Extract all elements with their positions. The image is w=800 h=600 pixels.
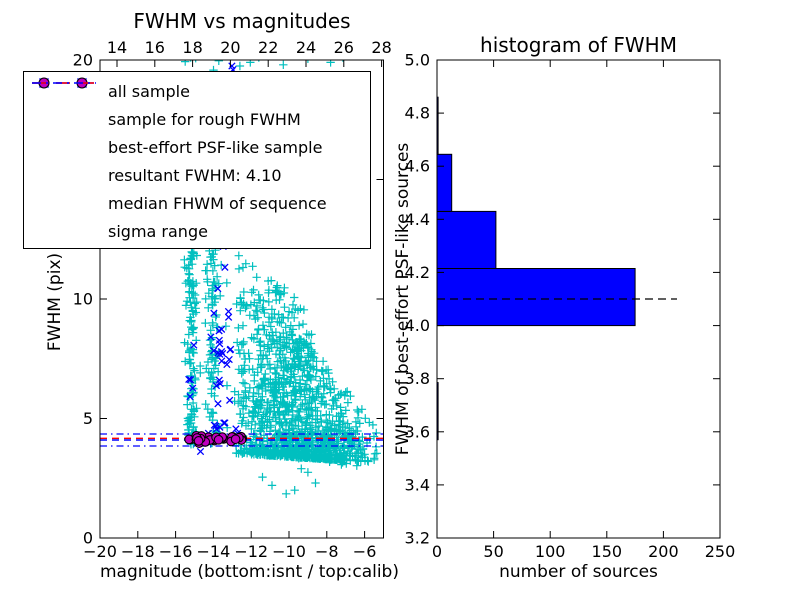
legend: all sample sample for rough FWHM best-ef… xyxy=(23,71,371,249)
x-tick-label: −20 xyxy=(83,542,117,561)
left-plot-xlabel: magnitude (bottom:isnt / top:calib) xyxy=(100,562,399,582)
legend-entry-psf-sample: best-effort PSF-like sample xyxy=(24,77,370,161)
legend-entry-median-fwhm: median FHWM of sequence xyxy=(24,82,370,217)
x-tick-label: 50 xyxy=(483,542,503,561)
right-axes-tick-labels: 0 50 100 150 200 250 3.2 3.4 3.6 3.8 4.0 4.2 4.4 4.6 4… xyxy=(405,51,736,562)
y-tick-label: 3.8 xyxy=(405,369,430,388)
right-plot-title: histogram of FWHM xyxy=(480,33,677,57)
legend-marker-red-dashed xyxy=(24,82,104,214)
histogram-bar xyxy=(436,210,497,269)
right-axes-frame xyxy=(436,59,721,539)
y-tick-label: 4.6 xyxy=(405,157,430,176)
legend-label: median FHWM of sequence xyxy=(108,193,327,213)
legend-marker-cross xyxy=(24,78,104,130)
dashdot-line-glyph xyxy=(32,82,96,84)
right-plot: 0 50 100 150 200 250 3.2 3.4 3.6 3.8 4.0 4.2 4.4 4.6 4… xyxy=(405,51,736,562)
left-plot-ylabel: FWHM (pix) xyxy=(45,252,65,352)
x-top-tick-label: 22 xyxy=(258,38,278,57)
histogram-bars xyxy=(436,96,636,441)
legend-label: best-effort PSF-like sample xyxy=(108,137,323,157)
x-tick-label: −12 xyxy=(234,542,268,561)
best-effort-psf-like-sample-scatter xyxy=(184,430,248,448)
y-tick-label: 0 xyxy=(83,529,93,548)
right-plot-ylabel: FWHM of best-effort PSF-like sources xyxy=(393,142,413,456)
x-tick-label: 250 xyxy=(705,542,736,561)
legend-label: resultant FWHM: 4.10 xyxy=(108,165,282,185)
sample-for-rough-fwhm-scatter xyxy=(185,62,242,456)
x-tick-label: −18 xyxy=(121,542,155,561)
legend-label: sigma range xyxy=(108,221,208,241)
x-top-tick-label: 14 xyxy=(107,38,127,57)
legend-entry-rough-fwhm: sample for rough FWHM xyxy=(24,78,370,133)
legend-marker-dot xyxy=(24,77,104,158)
x-top-tick-label: 28 xyxy=(371,38,391,57)
legend-label: all sample xyxy=(108,81,190,101)
x-tick-label: −10 xyxy=(272,542,306,561)
y-tick-label: 4.8 xyxy=(405,104,430,123)
x-tick-label: 100 xyxy=(535,542,566,561)
x-tick-label: 200 xyxy=(648,542,679,561)
y-tick-label: 4.0 xyxy=(405,316,430,335)
left-plot-data-layer xyxy=(100,60,384,498)
legend-marker-dashdot xyxy=(24,82,104,242)
y-tick-label: 3.4 xyxy=(405,475,430,494)
x-tick-label: −14 xyxy=(197,542,231,561)
y-tick-label: 3.2 xyxy=(405,529,430,548)
left-plot-title: FWHM vs magnitudes xyxy=(133,9,351,33)
legend-entry-resultant-fwhm: resultant FWHM: 4.10 xyxy=(24,82,370,189)
x-top-tick-label: 16 xyxy=(145,38,165,57)
y-tick-label: 20 xyxy=(73,51,93,70)
y-tick-label: 4.4 xyxy=(405,210,430,229)
x-tick-label: 150 xyxy=(592,542,623,561)
right-plot-xlabel: number of sources xyxy=(499,562,658,582)
y-tick-label: 5 xyxy=(83,409,93,428)
legend-label: sample for rough FWHM xyxy=(108,109,301,129)
y-tick-label: 10 xyxy=(73,290,93,309)
x-top-tick-label: 26 xyxy=(334,38,354,57)
x-tick-label: −8 xyxy=(315,542,339,561)
x-tick-label: −6 xyxy=(353,542,377,561)
x-top-tick-label: 20 xyxy=(220,38,240,57)
histogram-bar xyxy=(436,153,453,212)
x-tick-label: 0 xyxy=(432,542,442,561)
y-tick-label: 4.2 xyxy=(405,263,430,282)
legend-entry-sigma-range: sigma range xyxy=(24,82,370,245)
x-top-tick-label: 18 xyxy=(182,38,202,57)
histogram-bar xyxy=(436,268,636,327)
y-tick-label: 5.0 xyxy=(405,51,430,70)
left-plot: −20 −18 −16 −14 −12 −10 −8 −6 14 16 18 20 22 24 26 28 0 5… xyxy=(73,38,392,561)
x-tick-label: −16 xyxy=(159,542,193,561)
x-top-tick-label: 24 xyxy=(296,38,316,57)
legend-marker-blue-dashed xyxy=(24,82,104,186)
left-axes-tick-labels: −20 −18 −16 −14 −12 −10 −8 −6 14 16 18 20 22 24 26 28 0 5… xyxy=(73,38,392,561)
right-axes-ticks xyxy=(436,59,721,539)
y-tick-label: 3.6 xyxy=(405,422,430,441)
dashed-line-glyph xyxy=(32,82,96,84)
